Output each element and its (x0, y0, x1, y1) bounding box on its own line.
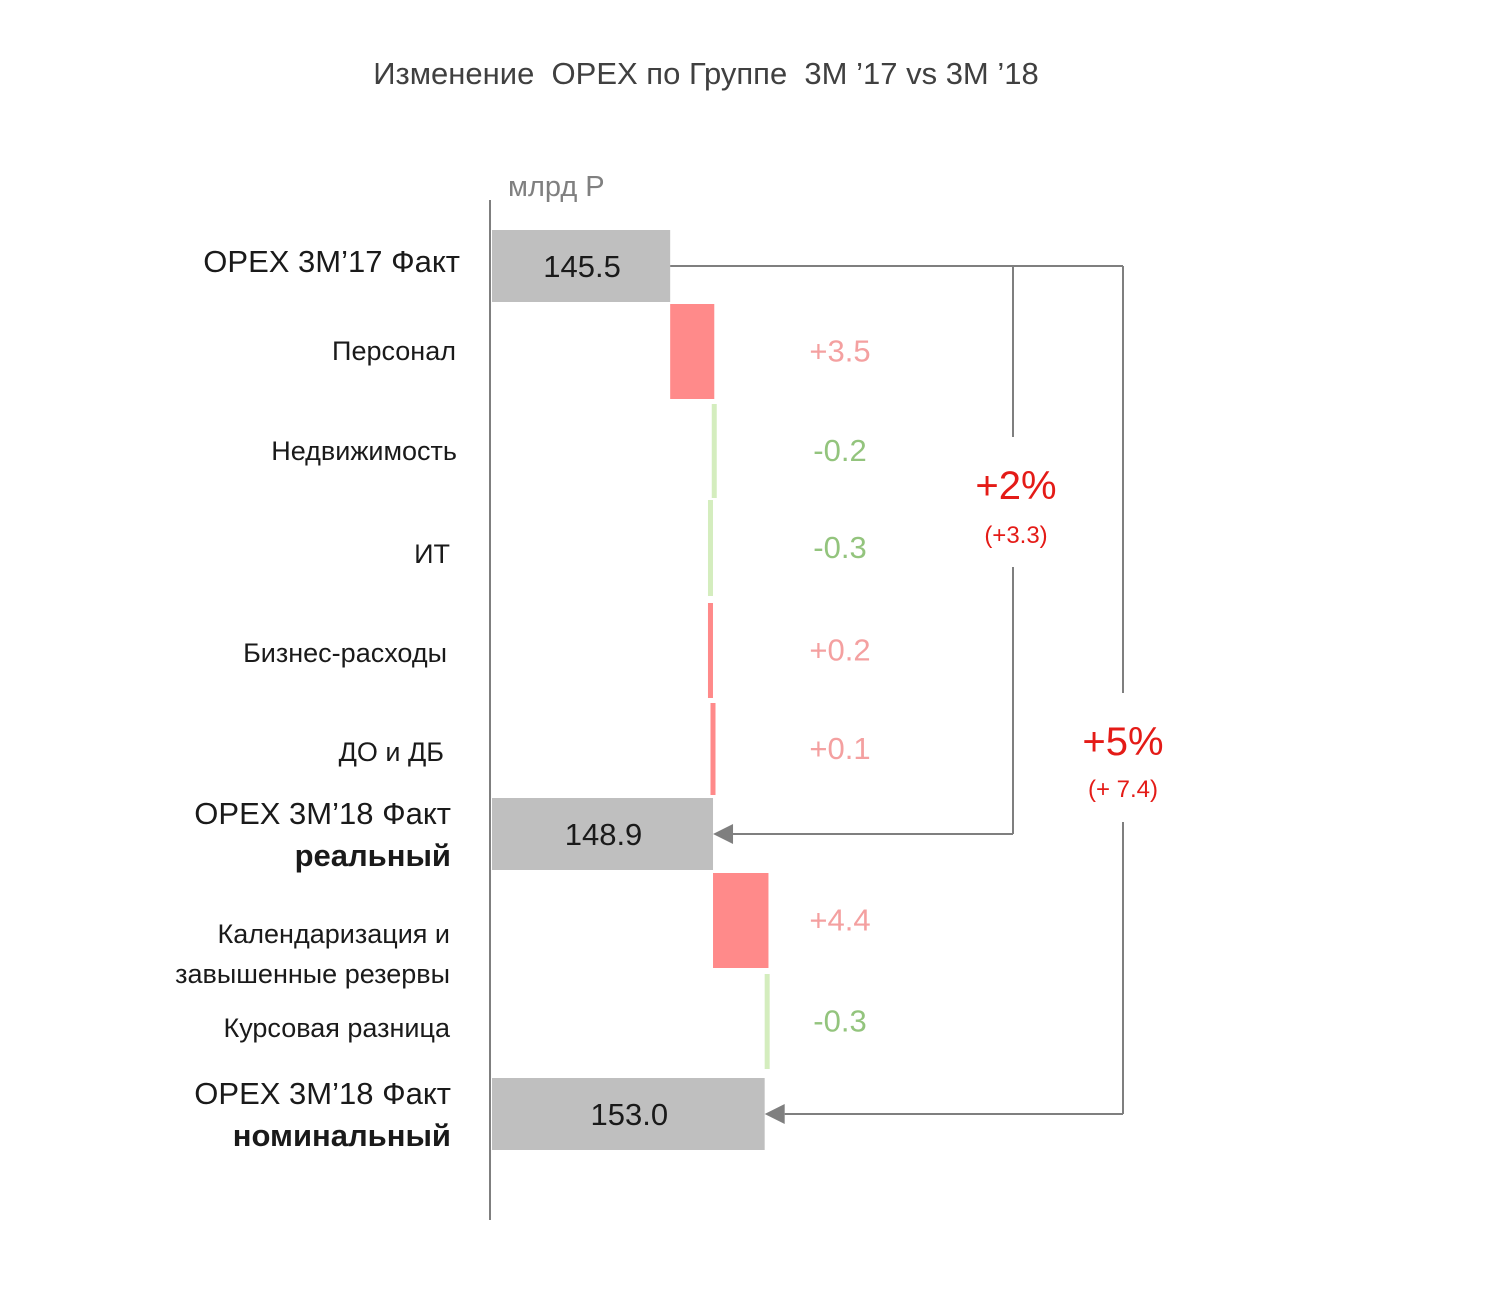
delta-value-label: +0.2 (809, 633, 870, 668)
step-2: -0.2 Недвижимость (271, 404, 867, 498)
step-6: 148.9 OPEX 3M’18 Факт реальный (194, 796, 714, 873)
category-label: OPEX 3M’17 Факт (203, 244, 460, 279)
waterfall-bars: 145.5 OPEX 3M’17 Факт +3.5 Персонал -0.2 Недв… (175, 230, 871, 1153)
total-bar (492, 230, 671, 302)
step-3: -0.3 ИТ (414, 500, 867, 596)
delta-value-label: -0.3 (813, 1004, 866, 1039)
change-absolute-label: (+ 7.4) (1088, 776, 1158, 803)
step-0: 145.5 OPEX 3M’17 Факт (203, 230, 671, 302)
total-value-label: 153.0 (591, 1097, 669, 1132)
increase-bar (670, 304, 715, 399)
category-label: Персонал (332, 336, 456, 366)
unit-label: млрд Р (508, 171, 605, 203)
category-label: Бизнес-расходы (243, 638, 447, 668)
step-7: +4.4 Календаризация и завышенные резервы (175, 873, 871, 989)
chart-title: Изменение OPEX по Группе 3M ’17 vs 3M ’1… (373, 56, 1039, 91)
decrease-bar (711, 404, 717, 498)
category-label: ИТ (414, 539, 450, 569)
delta-value-label: -0.3 (813, 530, 866, 565)
bracket-1-arrowhead (713, 824, 734, 844)
category-label: OPEX 3M’18 Факт (194, 796, 451, 831)
category-label: Курсовая разница (223, 1013, 451, 1043)
decrease-bar (707, 500, 713, 596)
category-label: OPEX 3M’18 Факт (194, 1076, 451, 1111)
change-brackets: +2% (+3.3) +5% (+ 7.4) (670, 265, 1164, 1124)
delta-value-label: -0.2 (813, 433, 866, 468)
change-absolute-label: (+3.3) (984, 522, 1047, 549)
total-bar (492, 798, 714, 870)
total-bar (492, 1078, 765, 1150)
step-8: -0.3 Курсовая разница (223, 974, 867, 1069)
step-9: 153.0 OPEX 3M’18 Факт номинальный (194, 1076, 765, 1153)
increase-bar (710, 703, 716, 795)
increase-bar (713, 873, 769, 968)
category-label: Календаризация и (218, 919, 450, 949)
category-label: реальный (295, 838, 451, 873)
step-4: +0.2 Бизнес-расходы (243, 603, 871, 698)
category-label: номинальный (233, 1118, 451, 1153)
total-value-label: 148.9 (565, 817, 643, 852)
category-label: завышенные резервы (175, 959, 450, 989)
category-label: Недвижимость (271, 436, 457, 466)
step-5: +0.1 ДО и ДБ (339, 703, 871, 795)
total-value-label: 145.5 (543, 249, 621, 284)
change-percent-label: +5% (1082, 720, 1163, 764)
category-label: ДО и ДБ (339, 737, 444, 767)
bracket-2-arrowhead (764, 1104, 785, 1124)
increase-bar (707, 603, 713, 698)
decrease-bar (764, 974, 770, 1069)
delta-value-label: +3.5 (809, 334, 870, 369)
change-percent-label: +2% (975, 464, 1056, 508)
delta-value-label: +0.1 (809, 731, 870, 766)
delta-value-label: +4.4 (809, 903, 870, 938)
step-1: +3.5 Персонал (332, 304, 871, 399)
